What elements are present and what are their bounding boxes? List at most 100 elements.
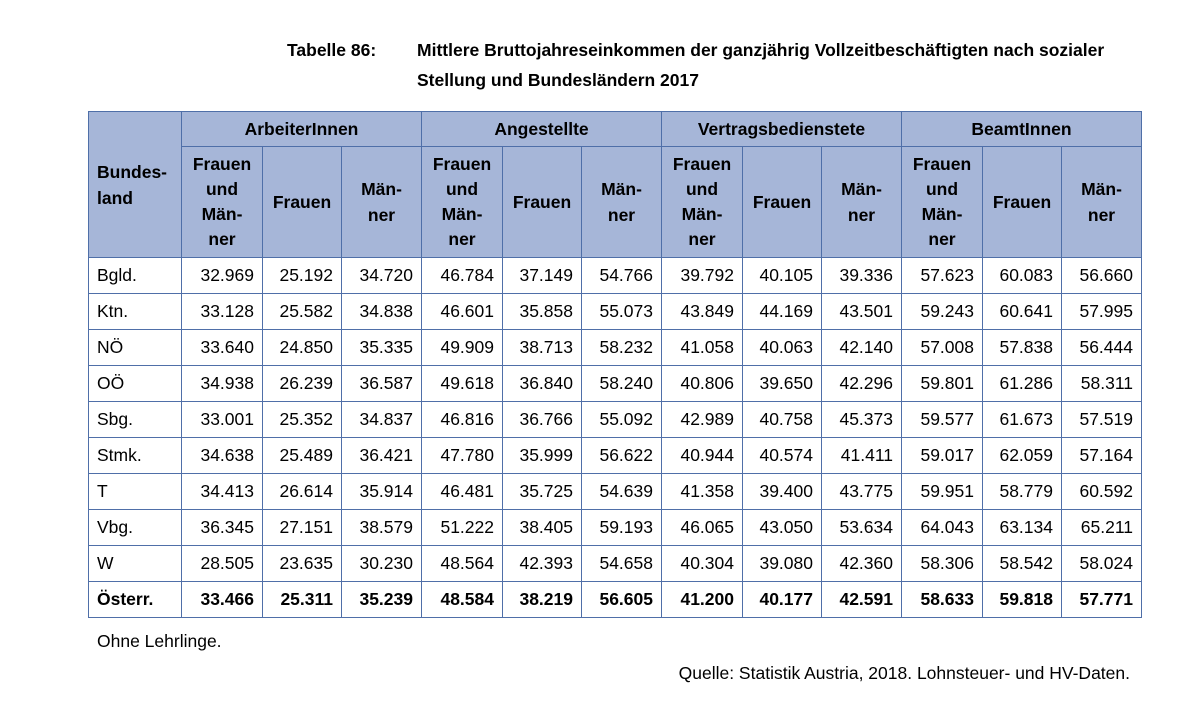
table-cell: 58.633 xyxy=(901,581,983,618)
table-cell: 36.421 xyxy=(341,437,422,474)
table-cell: 61.673 xyxy=(982,401,1062,438)
table-cell: 36.345 xyxy=(181,509,263,546)
table-cell: 43.050 xyxy=(742,509,822,546)
row-label: Vbg. xyxy=(88,509,182,546)
table-cell: 54.639 xyxy=(581,473,662,510)
table-cell: 33.640 xyxy=(181,329,263,366)
income-table: Bundes- land ArbeiterInnen Angestellte V… xyxy=(88,111,1142,618)
source-note: Quelle: Statistik Austria, 2018. Lohnste… xyxy=(678,663,1130,683)
table-cell: 57.771 xyxy=(1061,581,1142,618)
table-cell: 38.579 xyxy=(341,509,422,546)
group-header: ArbeiterInnen xyxy=(181,111,422,147)
table-cell: 34.838 xyxy=(341,293,422,330)
table-cell: 34.837 xyxy=(341,401,422,438)
row-header-bundesland: Bundes- land xyxy=(88,111,182,258)
table-cell: 60.641 xyxy=(982,293,1062,330)
row-label: Ktn. xyxy=(88,293,182,330)
table-cell: 42.591 xyxy=(821,581,902,618)
footnote: Ohne Lehrlinge. xyxy=(97,631,222,651)
table-cell: 41.200 xyxy=(661,581,743,618)
row-label: T xyxy=(88,473,182,510)
table-cell: 61.286 xyxy=(982,365,1062,402)
table-cell: 46.065 xyxy=(661,509,743,546)
table-cell: 59.193 xyxy=(581,509,662,546)
table-row: Stmk. 34.638 25.489 36.421 47.780 35.999 56.62… xyxy=(88,437,1142,474)
table-row: W 28.505 23.635 30.230 48.564 42.393 54.658 40.… xyxy=(88,545,1142,582)
table-cell: 41.358 xyxy=(661,473,743,510)
table-cell: 58.779 xyxy=(982,473,1062,510)
table-cell: 40.105 xyxy=(742,257,822,294)
sub-header: Män- ner xyxy=(341,146,422,258)
total-row: Österr. 33.466 25.311 35.239 48.584 38.219 56.… xyxy=(88,581,1142,618)
table-row: Ktn. 33.128 25.582 34.838 46.601 35.858 55.073… xyxy=(88,293,1142,330)
table-cell: 56.444 xyxy=(1061,329,1142,366)
table-cell: 58.311 xyxy=(1061,365,1142,402)
table-cell: 47.780 xyxy=(421,437,503,474)
table-cell: 25.489 xyxy=(262,437,342,474)
row-header-text: Bundes- land xyxy=(97,161,167,208)
table-cell: 48.564 xyxy=(421,545,503,582)
table-cell: 58.542 xyxy=(982,545,1062,582)
table-cell: 39.792 xyxy=(661,257,743,294)
table-cell: 27.151 xyxy=(262,509,342,546)
table-cell: 34.413 xyxy=(181,473,263,510)
table-row: Bgld. 32.969 25.192 34.720 46.784 37.149 54.76… xyxy=(88,257,1142,294)
table-cell: 58.306 xyxy=(901,545,983,582)
table-cell: 55.073 xyxy=(581,293,662,330)
table-cell: 35.999 xyxy=(502,437,582,474)
table-cell: 43.501 xyxy=(821,293,902,330)
table-cell: 58.240 xyxy=(581,365,662,402)
table-cell: 40.806 xyxy=(661,365,743,402)
table-cell: 42.393 xyxy=(502,545,582,582)
table-cell: 33.466 xyxy=(181,581,263,618)
group-header: BeamtInnen xyxy=(901,111,1142,147)
caption-label: Tabelle 86: xyxy=(287,40,377,60)
table-cell: 42.140 xyxy=(821,329,902,366)
caption-text: Mittlere Bruttojahreseinkommen der ganzj… xyxy=(417,40,1105,90)
table-row: OÖ 34.938 26.239 36.587 49.618 36.840 58.240 40… xyxy=(88,365,1142,402)
table-cell: 25.582 xyxy=(262,293,342,330)
table-cell: 40.944 xyxy=(661,437,743,474)
table-cell: 39.080 xyxy=(742,545,822,582)
table-cell: 23.635 xyxy=(262,545,342,582)
table-cell: 39.400 xyxy=(742,473,822,510)
table-cell: 42.296 xyxy=(821,365,902,402)
sub-header: Frauen und Män- ner xyxy=(661,146,743,258)
sub-header: Män- ner xyxy=(821,146,902,258)
table-cell: 55.092 xyxy=(581,401,662,438)
table-cell: 60.083 xyxy=(982,257,1062,294)
table-cell: 60.592 xyxy=(1061,473,1142,510)
table-cell: 28.505 xyxy=(181,545,263,582)
table-cell: 56.605 xyxy=(581,581,662,618)
group-header: Vertragsbedienstete xyxy=(661,111,902,147)
sub-header: Frauen und Män- ner xyxy=(181,146,263,258)
table-cell: 36.766 xyxy=(502,401,582,438)
table-cell: 42.989 xyxy=(661,401,743,438)
table-cell: 46.481 xyxy=(421,473,503,510)
table-cell: 40.063 xyxy=(742,329,822,366)
table-cell: 33.128 xyxy=(181,293,263,330)
table-cell: 64.043 xyxy=(901,509,983,546)
table-cell: 38.219 xyxy=(502,581,582,618)
table-cell: 24.850 xyxy=(262,329,342,366)
table-body: Bgld. 32.969 25.192 34.720 46.784 37.149 54.76… xyxy=(88,257,1142,618)
table-cell: 54.766 xyxy=(581,257,662,294)
table-cell: 59.818 xyxy=(982,581,1062,618)
table-cell: 25.311 xyxy=(262,581,342,618)
table-cell: 56.660 xyxy=(1061,257,1142,294)
row-label: NÖ xyxy=(88,329,182,366)
table-cell: 35.335 xyxy=(341,329,422,366)
table-cell: 49.618 xyxy=(421,365,503,402)
table-cell: 40.177 xyxy=(742,581,822,618)
table-row: Vbg. 36.345 27.151 38.579 51.222 38.405 59.193… xyxy=(88,509,1142,546)
row-label: Sbg. xyxy=(88,401,182,438)
sub-header: Frauen xyxy=(262,146,342,258)
table-cell: 62.059 xyxy=(982,437,1062,474)
table-cell: 34.638 xyxy=(181,437,263,474)
sub-header: Frauen xyxy=(742,146,822,258)
row-label: OÖ xyxy=(88,365,182,402)
table-cell: 40.758 xyxy=(742,401,822,438)
table-cell: 30.230 xyxy=(341,545,422,582)
table-cell: 38.713 xyxy=(502,329,582,366)
sub-header: Frauen xyxy=(502,146,582,258)
